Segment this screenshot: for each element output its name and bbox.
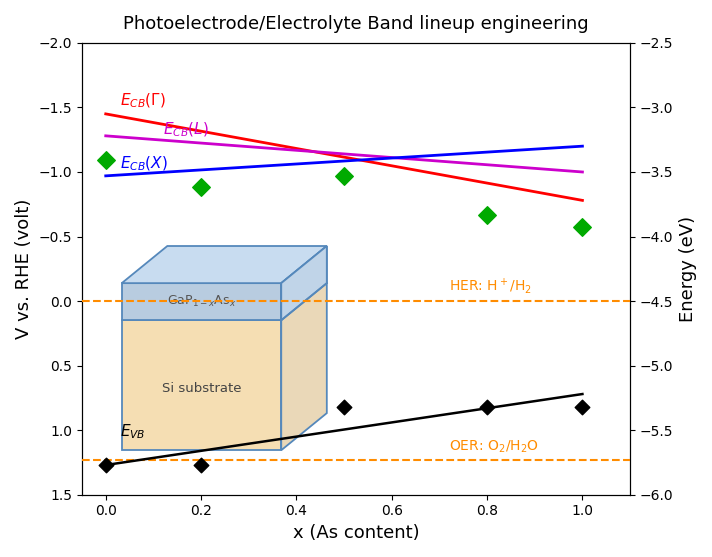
Point xyxy=(338,172,350,180)
Point xyxy=(100,461,112,470)
Point xyxy=(577,223,588,232)
Point xyxy=(481,403,493,412)
Text: $E_{VB}$: $E_{VB}$ xyxy=(120,423,146,441)
Text: $E_{CB}(X)$: $E_{CB}(X)$ xyxy=(120,154,168,173)
Y-axis label: Energy (eV): Energy (eV) xyxy=(679,216,697,322)
Point xyxy=(195,461,206,470)
Y-axis label: V vs. RHE (volt): V vs. RHE (volt) xyxy=(15,199,33,339)
Polygon shape xyxy=(281,246,327,320)
Point xyxy=(338,403,350,412)
Point xyxy=(577,403,588,412)
Text: Si substrate: Si substrate xyxy=(162,383,241,395)
Polygon shape xyxy=(122,283,281,320)
Text: HER: H$^+$/H$_2$: HER: H$^+$/H$_2$ xyxy=(449,276,532,296)
Text: $E_{CB}(L)$: $E_{CB}(L)$ xyxy=(163,121,209,139)
Title: Photoelectrode/Electrolyte Band lineup engineering: Photoelectrode/Electrolyte Band lineup e… xyxy=(123,15,589,33)
Polygon shape xyxy=(122,320,281,450)
Polygon shape xyxy=(122,246,327,283)
X-axis label: x (As content): x (As content) xyxy=(293,524,419,542)
Point xyxy=(195,183,206,192)
Text: GaP$_{1-x}$As$_x$: GaP$_{1-x}$As$_x$ xyxy=(167,294,236,309)
Point xyxy=(481,210,493,219)
Polygon shape xyxy=(281,246,327,450)
Text: $E_{CB}(\Gamma)$: $E_{CB}(\Gamma)$ xyxy=(120,91,166,110)
Point xyxy=(100,156,112,165)
Text: OER: O$_2$/H$_2$O: OER: O$_2$/H$_2$O xyxy=(449,438,539,455)
